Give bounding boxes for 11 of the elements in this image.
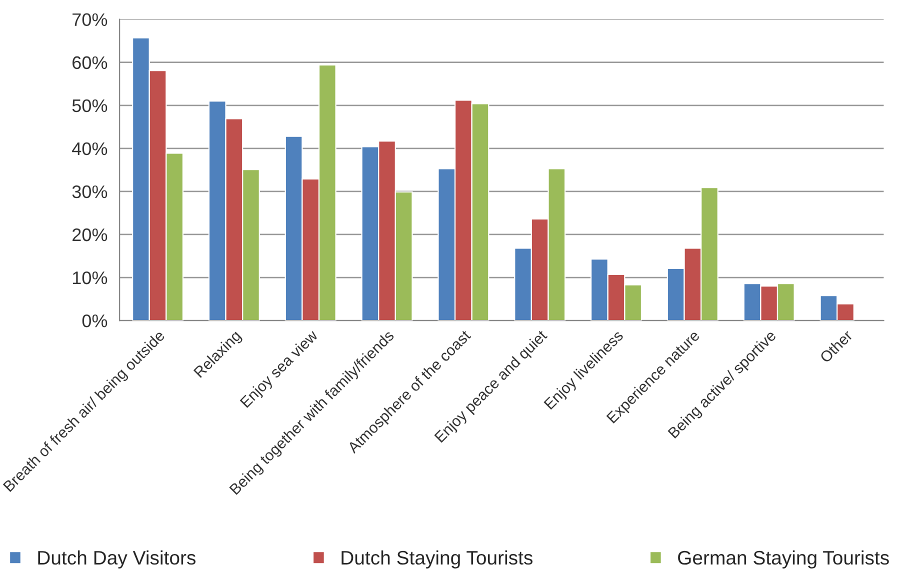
y-tick-label: 10%: [73, 271, 108, 284]
legend-label: German Staying Tourists: [678, 550, 889, 568]
y-tick-label: 40%: [72, 142, 108, 156]
y-tick-label: 60%: [72, 56, 108, 70]
y-tick-label: 30%: [72, 185, 108, 198]
y-tick-label: 0%: [82, 314, 108, 328]
legend-label: Dutch Day Visitors: [38, 550, 196, 568]
legend-label: Dutch Staying Tourists: [342, 550, 532, 568]
y-tick-label: 50%: [72, 99, 108, 112]
y-tick-label: 20%: [72, 228, 108, 242]
y-tick-label: 70%: [72, 13, 108, 26]
